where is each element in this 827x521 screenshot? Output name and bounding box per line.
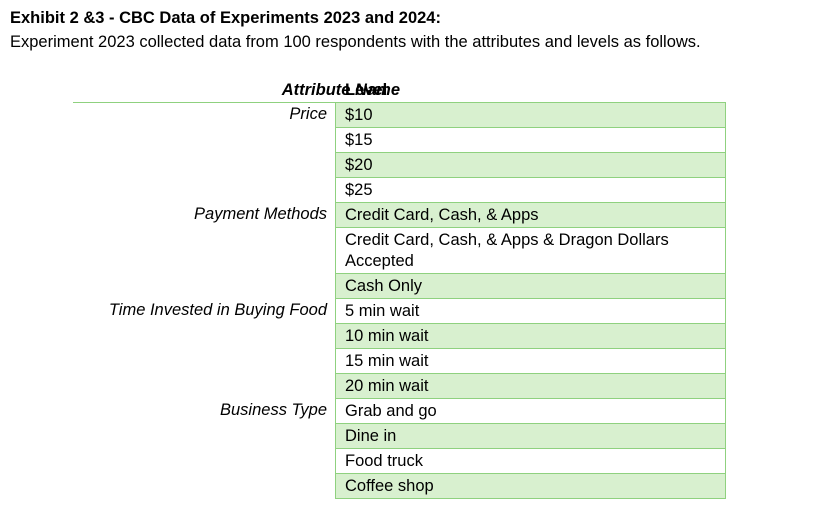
attribute-name [73, 228, 335, 274]
level-cell: Food truck [335, 449, 726, 474]
level-cell: Dine in [335, 424, 726, 449]
table-row: $20 [73, 153, 726, 178]
level-cell: 10 min wait [335, 324, 726, 349]
level-cell: Grab and go [335, 399, 726, 424]
attribute-name [73, 374, 335, 399]
table-row: $15 [73, 128, 726, 153]
attribute-name: Business Type [220, 401, 327, 419]
level-cell: Credit Card, Cash, & Apps [335, 203, 726, 228]
table-row: Credit Card, Cash, & Apps & Dragon Dolla… [73, 228, 726, 274]
table-row: 15 min wait [73, 349, 726, 374]
header-level: Level [345, 81, 388, 99]
level-cell: $25 [335, 178, 726, 203]
attribute-name [73, 178, 335, 203]
table-row: Food truck [73, 449, 726, 474]
table-row: Dine in [73, 424, 726, 449]
attributes-table: Attribute Name Level Price $10 $15 $20 $… [73, 78, 726, 499]
attribute-name: Price [289, 105, 327, 123]
attribute-name [73, 324, 335, 349]
table-row: Time Invested in Buying Food 5 min wait [73, 299, 726, 324]
header-attribute-name: Attribute Name [281, 81, 400, 99]
table-header: Attribute Name Level [73, 78, 726, 103]
table-row: $25 [73, 178, 726, 203]
level-cell: Credit Card, Cash, & Apps & Dragon Dolla… [335, 228, 726, 274]
level-cell: Cash Only [335, 274, 726, 299]
level-cell: $20 [335, 153, 726, 178]
attribute-name [73, 128, 335, 153]
level-cell: 5 min wait [335, 299, 726, 324]
attribute-name [73, 153, 335, 178]
attribute-name [73, 474, 335, 499]
attribute-name: Time Invested in Buying Food [108, 301, 327, 319]
attribute-name [73, 449, 335, 474]
table-row: Cash Only [73, 274, 726, 299]
table-row: 10 min wait [73, 324, 726, 349]
attribute-name [73, 424, 335, 449]
level-cell: $10 [335, 103, 726, 128]
attribute-name [73, 274, 335, 299]
table-row: Payment Methods Credit Card, Cash, & App… [73, 203, 726, 228]
attribute-name: Payment Methods [194, 205, 327, 223]
level-cell: Coffee shop [335, 474, 726, 499]
table-row: Price $10 [73, 103, 726, 128]
table-row: Business Type Grab and go [73, 399, 726, 424]
level-cell: 15 min wait [335, 349, 726, 374]
level-cell: 20 min wait [335, 374, 726, 399]
exhibit-heading: Exhibit 2 &3 - CBC Data of Experiments 2… [10, 9, 441, 27]
intro-paragraph: Experiment 2023 collected data from 100 … [10, 33, 701, 51]
attribute-name [73, 349, 335, 374]
level-cell: $15 [335, 128, 726, 153]
table-row: 20 min wait [73, 374, 726, 399]
table-row: Coffee shop [73, 474, 726, 499]
